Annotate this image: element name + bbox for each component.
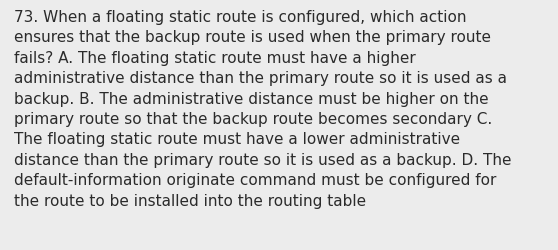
Text: 73. When a floating static route is configured, which action
ensures that the ba: 73. When a floating static route is conf… bbox=[14, 10, 512, 208]
